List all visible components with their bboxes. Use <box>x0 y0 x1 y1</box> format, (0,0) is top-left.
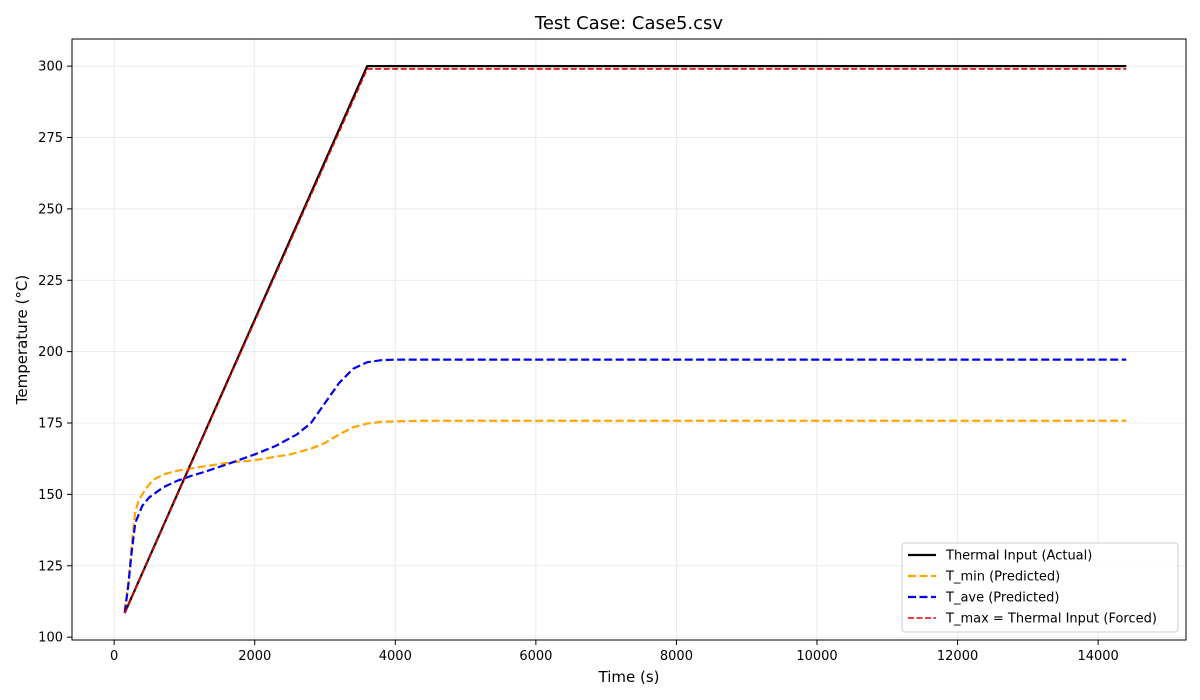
legend-label: T_ave (Predicted) <box>945 591 1059 606</box>
y-tick-label: 275 <box>38 131 63 146</box>
legend-box <box>901 542 1179 633</box>
y-axis-label: Temperature (°C) <box>13 275 31 405</box>
series-line-4 <box>123 68 1127 614</box>
chart-title: Test Case: Case5.csv <box>534 13 724 34</box>
series-line-1 <box>123 65 1127 614</box>
legend-label: T_min (Predicted) <box>945 570 1060 585</box>
x-tick-label: 0 <box>110 649 118 664</box>
y-tick-label: 200 <box>38 345 63 360</box>
series-line-3 <box>123 358 1127 614</box>
legend-label: Thermal Input (Actual) <box>945 549 1092 564</box>
y-tick-label: 150 <box>38 488 63 503</box>
x-tick-label: 14000 <box>1077 649 1118 664</box>
x-tick-label: 10000 <box>796 649 837 664</box>
x-tick-label: 4000 <box>379 649 412 664</box>
x-tick-label: 12000 <box>937 649 978 664</box>
ticks: 0 2000 4000 6000 8000 10000 12000 14000 100 125 15… <box>38 60 1119 664</box>
legend-label: T_max = Thermal Input (Forced) <box>945 612 1157 627</box>
series-line-2 <box>123 419 1127 612</box>
plot-frame <box>71 38 1187 641</box>
y-tick-label: 225 <box>38 274 63 289</box>
y-tick-label: 250 <box>38 202 63 217</box>
series-layer <box>123 65 1127 614</box>
y-tick-label: 125 <box>38 559 63 574</box>
y-tick-label: 300 <box>38 60 63 75</box>
y-tick-label: 175 <box>38 417 63 432</box>
x-axis-label: Time (s) <box>598 668 660 686</box>
x-tick-label: 8000 <box>660 649 693 664</box>
x-tick-label: 6000 <box>519 649 552 664</box>
x-tick-label: 2000 <box>238 649 271 664</box>
legend: Thermal Input (Actual) T_min (Predicted) T… <box>901 542 1179 633</box>
y-tick-label: 100 <box>38 631 63 646</box>
